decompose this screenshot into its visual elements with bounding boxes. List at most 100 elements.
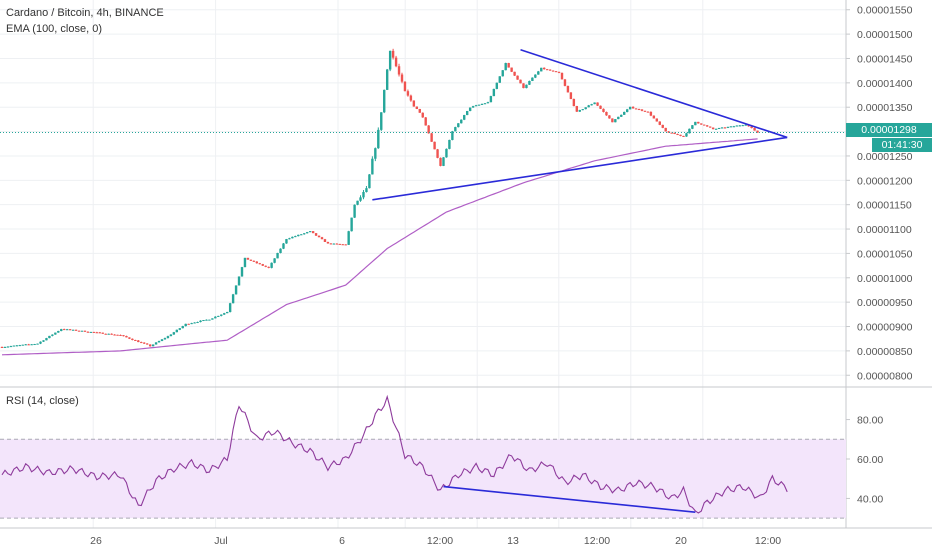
candle-body [412,100,416,107]
price-tick-label: 0.00001000 [857,273,913,285]
candle-body [175,329,179,333]
candle-body [513,71,516,76]
candle-body [128,337,131,339]
candle-body [380,112,383,130]
candle-body [522,83,525,89]
candle-body [63,329,66,331]
candle-body [617,116,620,120]
candle-body [68,329,72,331]
candle-body [145,343,149,345]
candle-body [223,313,226,315]
candle-body [122,335,125,337]
candle-body [534,74,537,78]
candle-body [208,319,211,321]
candle-body [652,115,656,119]
candle-body [430,133,433,142]
candle-body [86,331,90,333]
candle-body [525,84,528,89]
candle-body [403,81,407,92]
trendline[interactable] [520,48,788,139]
rsi-trendline[interactable] [443,485,696,514]
candle-body [249,259,253,261]
candle-body [110,333,113,335]
candle-body [353,204,356,218]
candle-body [288,238,291,240]
candle-body [572,98,576,107]
candle-body [623,111,626,115]
rsi-legend: RSI (14, close) [6,393,79,409]
candle-body [148,344,152,347]
candle-body [51,334,54,336]
candle-body [166,336,170,339]
candle-body [528,80,531,85]
candle-body [199,320,202,323]
candle-body [480,103,484,105]
candle-body [424,117,427,126]
candle-body [679,134,682,136]
candle-body [640,109,644,111]
candle-body [264,265,267,267]
price-tick-label: 0.00001500 [857,29,913,41]
candle-body [347,231,350,245]
symbol-label[interactable]: Cardano / Bitcoin, 4h, BINANCE [6,7,164,19]
candle-body [291,236,294,239]
candle-body [143,342,146,344]
price-tick-label: 0.00000900 [857,322,913,334]
last-price-tag: 0.00001298 [846,123,932,137]
candle-body [495,82,499,89]
candle-body [406,91,410,96]
candle-body [608,115,611,119]
candle-body [134,339,137,341]
price-tick-label: 0.00001350 [857,102,913,114]
candle-body [694,121,697,126]
candle-body [590,104,593,106]
candle-body [294,236,297,238]
candle-body [356,200,359,205]
candle-body [83,330,87,332]
candle-body [625,109,629,112]
candle-body [714,128,718,130]
candle-body [744,124,747,126]
price-tick-label: 0.00000850 [857,346,913,358]
candle-body [477,104,481,106]
candle-body [344,244,347,246]
price-tick-label: 0.00001200 [857,175,913,187]
candle-body [554,71,558,73]
price-tick-label: 0.00001450 [857,53,913,65]
candle-body [101,332,104,334]
rsi-label[interactable]: RSI (14, close) [6,395,79,407]
candle-body [697,121,700,124]
candle-body [756,130,759,133]
candle-body [362,192,365,198]
candle-body [54,332,57,335]
ema-label[interactable]: EMA (100, close, 0) [6,23,102,35]
candle-body [646,111,650,113]
candle-body [107,333,110,335]
candle-body [569,92,573,99]
candle-body [282,243,285,249]
candle-body [705,125,709,127]
candle-body [234,285,238,295]
candle-body [501,70,504,77]
trendline[interactable] [372,136,788,201]
candle-body [510,67,513,72]
candle-body [125,335,128,338]
candle-body [637,109,641,111]
candle-body [48,335,51,339]
candle-body [270,262,273,268]
candle-body [267,266,270,268]
candle-body [285,239,288,244]
candle-body [460,119,463,124]
candle-body [190,323,193,325]
rsi-line [1,394,788,514]
time-tick-label: 12:00 [755,535,781,547]
candle-body [717,128,721,130]
candle-body [688,128,691,134]
candle-body [593,102,596,105]
candle-body [89,331,93,333]
candle-body [388,50,392,70]
candle-body [545,69,549,71]
candle-body [537,71,540,75]
candle-body [700,123,703,125]
candle-body [708,126,712,128]
